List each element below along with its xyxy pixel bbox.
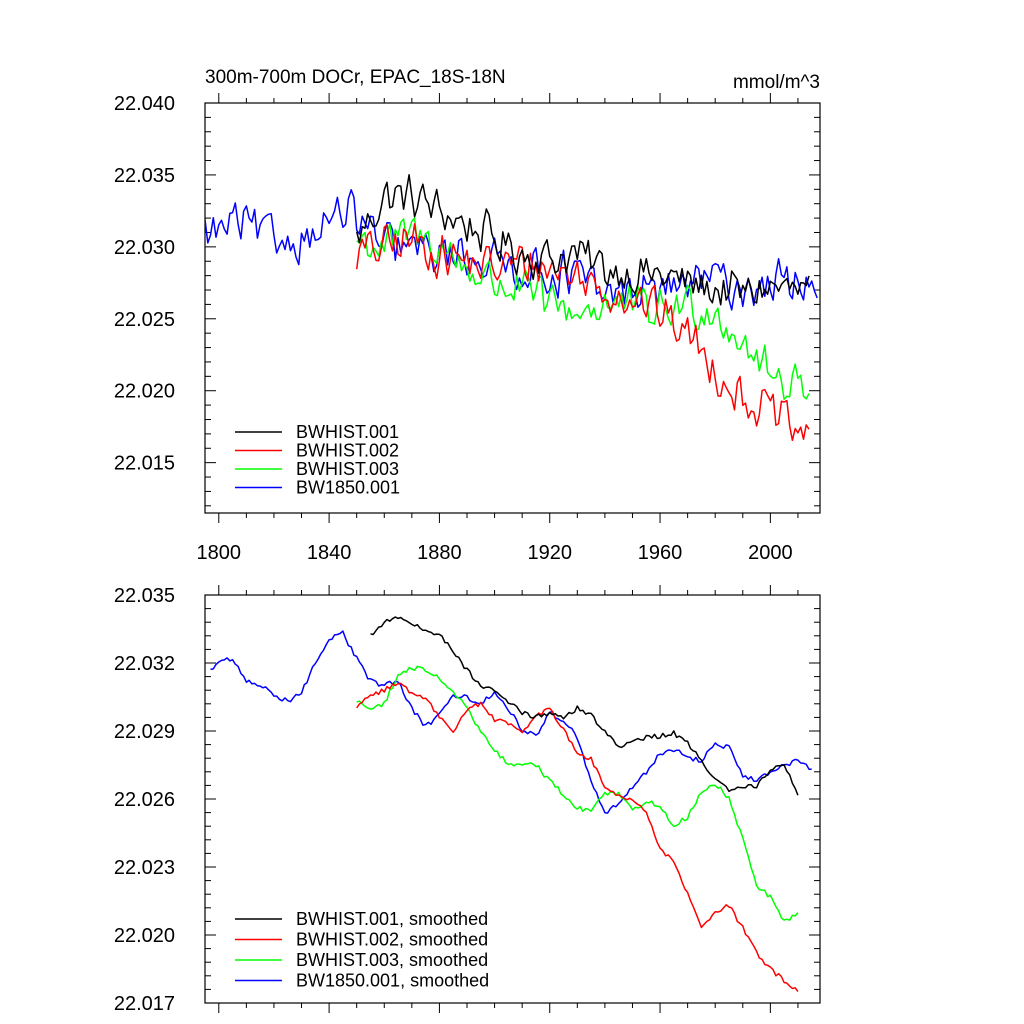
y-tick-label: 22.032 bbox=[114, 653, 175, 675]
chart-title: 300m-700m DOCr, EPAC_18S-18N bbox=[205, 67, 506, 88]
series-line bbox=[210, 630, 812, 814]
y-tick-label: 22.020 bbox=[114, 925, 175, 947]
y-tick-label: 22.035 bbox=[114, 165, 175, 187]
y-tick-label: 22.026 bbox=[114, 789, 175, 811]
y-tick-label: 22.040 bbox=[114, 93, 175, 115]
series-group bbox=[205, 174, 818, 442]
legend-label: BWHIST.003, smoothed bbox=[296, 950, 488, 970]
y-tick-label: 22.023 bbox=[114, 857, 175, 879]
series-line bbox=[355, 223, 810, 442]
y-tick-label: 22.025 bbox=[114, 309, 175, 331]
legend-label: BWHIST.003 bbox=[296, 459, 399, 479]
legend-label: BW1850.001 bbox=[296, 478, 400, 498]
units-label: mmol/m^3 bbox=[733, 72, 820, 93]
y-tick-label: 22.020 bbox=[114, 381, 175, 403]
x-tick-label: 2000 bbox=[748, 542, 793, 564]
y-tick-label: 22.015 bbox=[114, 453, 175, 475]
chart-panel-2: 22.035 22.032 22.029 22.026 22.023 22.020 22.0… bbox=[114, 585, 821, 1015]
legend-label: BW1850.001, smoothed bbox=[296, 971, 489, 991]
x-tick-label: 1960 bbox=[638, 542, 683, 564]
legend-label: BWHIST.002, smoothed bbox=[296, 930, 488, 950]
series-line bbox=[355, 174, 810, 306]
y-tick-label: 22.029 bbox=[114, 721, 175, 743]
x-tick-label: 1840 bbox=[307, 542, 352, 564]
chart-panel-1: 22.040 22.035 22.030 22.025 22.020 22.015 1800… bbox=[114, 67, 821, 564]
y-tick-label: 22.035 bbox=[114, 585, 175, 607]
series-line bbox=[370, 616, 799, 796]
legend-label: BWHIST.002 bbox=[296, 441, 399, 461]
plot-frame bbox=[204, 102, 821, 514]
x-tick-label: 1880 bbox=[417, 542, 462, 564]
series-group bbox=[210, 616, 812, 992]
x-tick-label: 1920 bbox=[527, 542, 572, 564]
y-tick-label: 22.030 bbox=[114, 237, 175, 259]
series-line bbox=[356, 682, 799, 992]
series-line bbox=[356, 665, 799, 921]
x-tick-label: 1800 bbox=[197, 542, 242, 564]
legend-label: BWHIST.001 bbox=[296, 422, 399, 442]
y-tick-label: 22.017 bbox=[114, 993, 175, 1015]
series-line bbox=[205, 189, 818, 311]
legend-label: BWHIST.001, smoothed bbox=[296, 909, 488, 929]
